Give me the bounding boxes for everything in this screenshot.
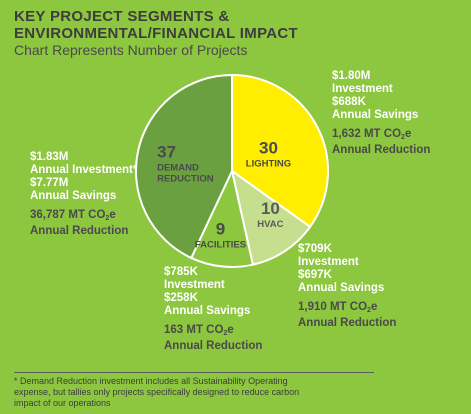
demand-co2: 36,787 MT CO2e Annual Reduction — [30, 209, 129, 237]
lighting-co2: 1,632 MT CO2e Annual Reduction — [332, 128, 431, 156]
lighting-savings: $688K — [332, 96, 366, 108]
pie-slice-demand-reduction — [135, 73, 233, 260]
annotation-hvac: $709K Investment $697K Annual Savings 1,… — [298, 243, 396, 330]
slice-label-2-0: FACILITIES — [195, 239, 246, 250]
demand-savings: $7.77M — [30, 177, 69, 189]
hvac-co2: 1,910 MT CO2e Annual Reduction — [298, 301, 397, 329]
hvac-savings-label: Annual Savings — [298, 282, 385, 294]
slice-label-3-0: DEMAND — [157, 163, 199, 174]
slice-label-1-0: HVAC — [257, 219, 283, 230]
slice-value-1: 10 — [261, 199, 280, 218]
facilities-savings: $258K — [164, 292, 198, 304]
annotation-demand-reduction: $1.83M Annual Investment* $7.77M Annual … — [30, 151, 137, 238]
hvac-investment-label: Investment — [298, 256, 359, 268]
slice-value-0: 30 — [259, 139, 278, 158]
facilities-co2-label: Annual Reduction — [164, 340, 263, 352]
footnote-line-1: * Demand Reduction investment includes a… — [14, 376, 288, 386]
slice-value-2: 9 — [216, 219, 225, 238]
chart-title: KEY PROJECT SEGMENTS & ENVIRONMENTAL/FIN… — [14, 8, 298, 42]
hvac-investment: $709K — [298, 243, 332, 255]
pie-slice-hvac — [230, 168, 312, 266]
facilities-investment: $785K — [164, 266, 198, 278]
lighting-co2-label: Annual Reduction — [332, 144, 431, 156]
chart-subtitle: Chart Represents Number of Projects — [14, 42, 248, 58]
footnote-line-3: impact of our operations — [14, 398, 111, 408]
slice-label-3-1: REDUCTION — [157, 174, 214, 185]
pie-slice-lighting — [231, 73, 329, 229]
facilities-co2: 163 MT CO2e Annual Reduction — [164, 324, 263, 352]
hvac-savings: $697K — [298, 269, 332, 281]
footnote: * Demand Reduction investment includes a… — [14, 376, 464, 409]
demand-investment: $1.83M — [30, 151, 69, 163]
demand-investment-label: Annual Investment* — [30, 164, 138, 176]
slice-label-0-0: LIGHTING — [246, 159, 291, 170]
title-line-2: ENVIRONMENTAL/FINANCIAL IMPACT — [14, 25, 298, 42]
facilities-savings-label: Annual Savings — [164, 305, 251, 317]
annotation-facilities: $785K Investment $258K Annual Savings 16… — [164, 266, 262, 353]
lighting-investment: $1.80M — [332, 70, 371, 82]
facilities-investment-label: Investment — [164, 279, 225, 291]
title-line-1: KEY PROJECT SEGMENTS & — [14, 8, 230, 25]
demand-co2-label: Annual Reduction — [30, 225, 129, 237]
footnote-line-2: expense, but tallies only projects speci… — [14, 387, 300, 397]
demand-savings-label: Annual Savings — [30, 190, 117, 202]
footnote-divider — [14, 372, 374, 373]
lighting-investment-label: Investment — [332, 83, 393, 95]
lighting-savings-label: Annual Savings — [332, 109, 419, 121]
hvac-co2-label: Annual Reduction — [298, 317, 397, 329]
annotation-lighting: $1.80M Investment $688K Annual Savings 1… — [332, 70, 430, 157]
slice-value-3: 37 — [157, 143, 176, 162]
